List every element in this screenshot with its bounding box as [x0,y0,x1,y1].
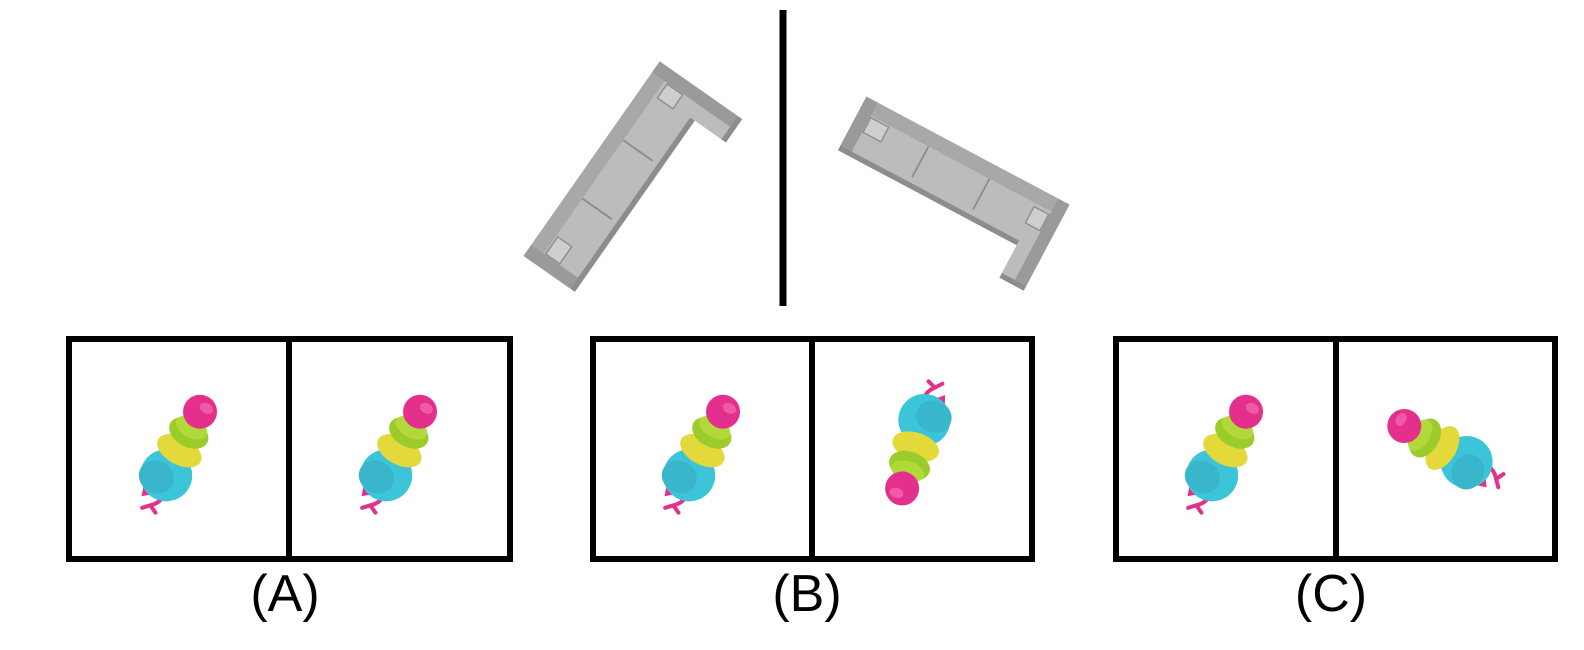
option-b-panel [590,336,1035,562]
sofa-left-image [522,60,744,315]
option-c-label: (C) [1294,565,1368,623]
option-a-label: (A) [250,565,320,623]
option-a-panel [66,336,513,562]
sofa-right-image [819,95,1071,292]
option-b-label: (B) [772,565,842,623]
option-c-panel [1113,336,1558,562]
